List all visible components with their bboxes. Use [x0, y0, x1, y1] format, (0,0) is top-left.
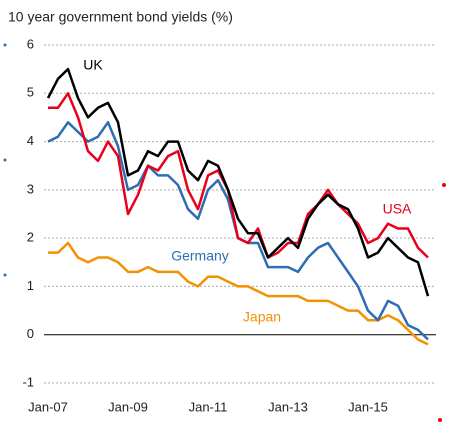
series-label: Japan — [243, 309, 281, 325]
x-tick-label: Jan-09 — [108, 399, 148, 414]
decoration — [442, 183, 446, 187]
series-label: UK — [83, 57, 103, 73]
y-tick-label: 0 — [27, 326, 34, 341]
y-tick-label: 1 — [27, 278, 34, 293]
decoration — [3, 273, 7, 277]
series-line — [48, 92, 429, 259]
series-line — [46, 67, 430, 297]
series-line — [48, 241, 429, 346]
decoration — [3, 158, 7, 162]
x-tick-label: Jan-13 — [268, 399, 308, 414]
x-tick-label: Jan-11 — [189, 399, 228, 414]
y-tick-label: 6 — [27, 36, 34, 51]
y-tick-label: 5 — [27, 85, 34, 100]
series-label: USA — [383, 201, 412, 217]
decoration — [3, 43, 7, 47]
y-tick-label: -1 — [22, 374, 34, 389]
y-tick-label: 2 — [27, 230, 34, 245]
y-tick-label: 4 — [27, 133, 34, 148]
y-tick-label: 3 — [27, 181, 34, 196]
series-label: Germany — [171, 248, 229, 264]
chart-title: 10 year government bond yields (%) — [8, 9, 233, 25]
decoration — [438, 418, 442, 422]
x-tick-label: Jan-07 — [28, 399, 68, 414]
x-tick-label: Jan-15 — [348, 399, 388, 414]
series-line — [47, 121, 429, 341]
